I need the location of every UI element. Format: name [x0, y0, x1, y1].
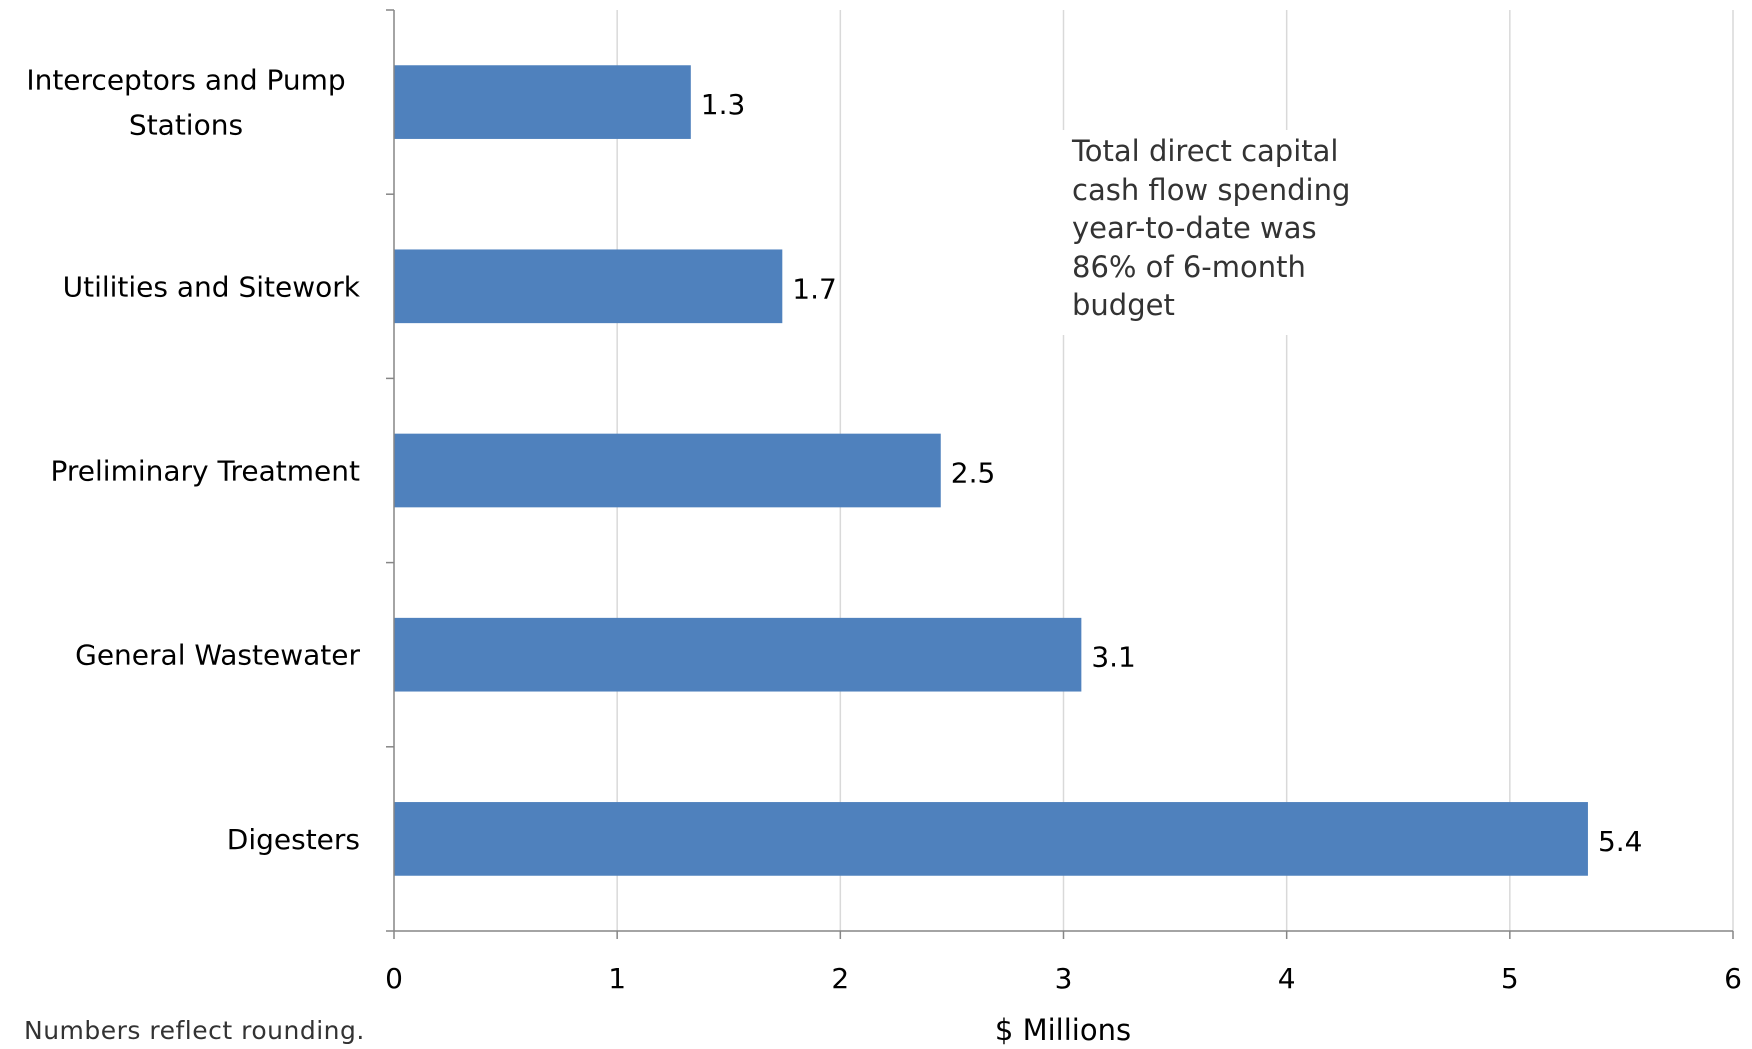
- x-tick-label: 3: [1055, 962, 1073, 995]
- x-tick-label: 6: [1724, 962, 1742, 995]
- annotation-line: Total direct capital: [1072, 134, 1339, 168]
- data-label: 3.1: [1091, 641, 1136, 674]
- category-label: Utilities and Sitework: [63, 270, 361, 303]
- bar: [394, 617, 1082, 692]
- x-tick-label: 5: [1501, 962, 1519, 995]
- category-labels: Interceptors and Pump Stations Utilities a…: [26, 64, 360, 856]
- annotation-line: 86% of 6-month: [1072, 249, 1306, 284]
- footnote: Numbers reflect rounding.: [24, 1016, 365, 1045]
- annotation-line: year-to-date was: [1072, 211, 1317, 245]
- bar: [394, 249, 783, 324]
- category-label: Preliminary Treatment: [51, 455, 361, 488]
- x-tick-label: 0: [385, 962, 403, 995]
- annotation-line: budget: [1072, 288, 1175, 322]
- x-tick-label: 2: [831, 962, 849, 995]
- bar: [394, 802, 1588, 876]
- data-label: 5.4: [1598, 825, 1643, 858]
- data-label: 1.3: [701, 88, 746, 121]
- category-label-line: Stations: [129, 109, 243, 142]
- bar: [394, 433, 941, 508]
- x-tick-label: 4: [1278, 962, 1296, 995]
- data-labels: 1.3 1.7 2.5 3.1 5.4: [701, 88, 1643, 858]
- category-label: General Wastewater: [75, 639, 360, 672]
- axes: [386, 9, 1734, 939]
- x-axis-title: $ Millions: [995, 1013, 1131, 1047]
- annotation-line: cash flow spending: [1072, 172, 1351, 207]
- data-label: 1.7: [792, 272, 837, 305]
- category-label: Interceptors and Pump Stations: [26, 64, 345, 142]
- data-label: 2.5: [951, 457, 996, 490]
- bar: [394, 65, 691, 139]
- x-tick-labels: 0 1 2 3 4 5 6: [385, 962, 1742, 995]
- bars: [394, 65, 1588, 876]
- category-label: Digesters: [227, 823, 360, 856]
- annotation-box: Total direct capital cash flow spending …: [1056, 130, 1420, 335]
- x-tick-label: 1: [608, 962, 626, 995]
- category-label-line: Interceptors and Pump: [26, 64, 345, 97]
